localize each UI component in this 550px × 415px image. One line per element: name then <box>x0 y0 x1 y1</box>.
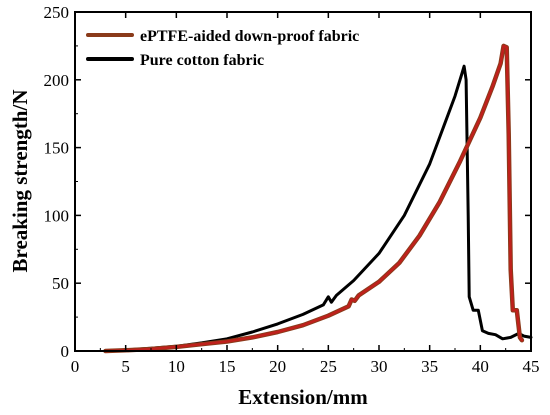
x-tick-label: 15 <box>219 357 236 376</box>
x-tick-label: 25 <box>320 357 337 376</box>
y-axis-title: Breaking strength/N <box>8 90 32 273</box>
x-tick-label: 45 <box>523 357 540 376</box>
y-tick-label: 250 <box>44 3 70 22</box>
x-tick-label: 0 <box>71 357 80 376</box>
x-tick-label: 10 <box>168 357 185 376</box>
series-line-eptfe <box>104 44 524 353</box>
x-tick-label: 35 <box>421 357 438 376</box>
series-group <box>103 43 533 354</box>
x-tick-label: 40 <box>472 357 489 376</box>
y-tick-label: 200 <box>44 71 70 90</box>
y-tick-label: 0 <box>61 342 70 361</box>
x-tick-label: 30 <box>371 357 388 376</box>
y-tick-label: 100 <box>44 206 70 225</box>
series-line-cotton <box>103 64 533 353</box>
y-tick-label: 150 <box>44 139 70 158</box>
legend-label-eptfe: ePTFE-aided down-proof fabric <box>140 28 359 45</box>
legend: ePTFE-aided down-proof fabric Pure cotto… <box>86 28 359 69</box>
x-tick-label: 20 <box>269 357 286 376</box>
series-line-eptfe-outline <box>103 43 525 354</box>
y-ticks: 0 50 100 150 200 250 <box>44 3 531 361</box>
x-axis-title: Extension/mm <box>238 385 368 409</box>
x-tick-label: 5 <box>121 357 130 376</box>
legend-label-cotton: Pure cotton fabric <box>140 52 264 69</box>
x-ticks: 0 5 10 15 20 25 30 35 40 45 <box>71 12 540 376</box>
y-tick-label: 50 <box>52 274 69 293</box>
